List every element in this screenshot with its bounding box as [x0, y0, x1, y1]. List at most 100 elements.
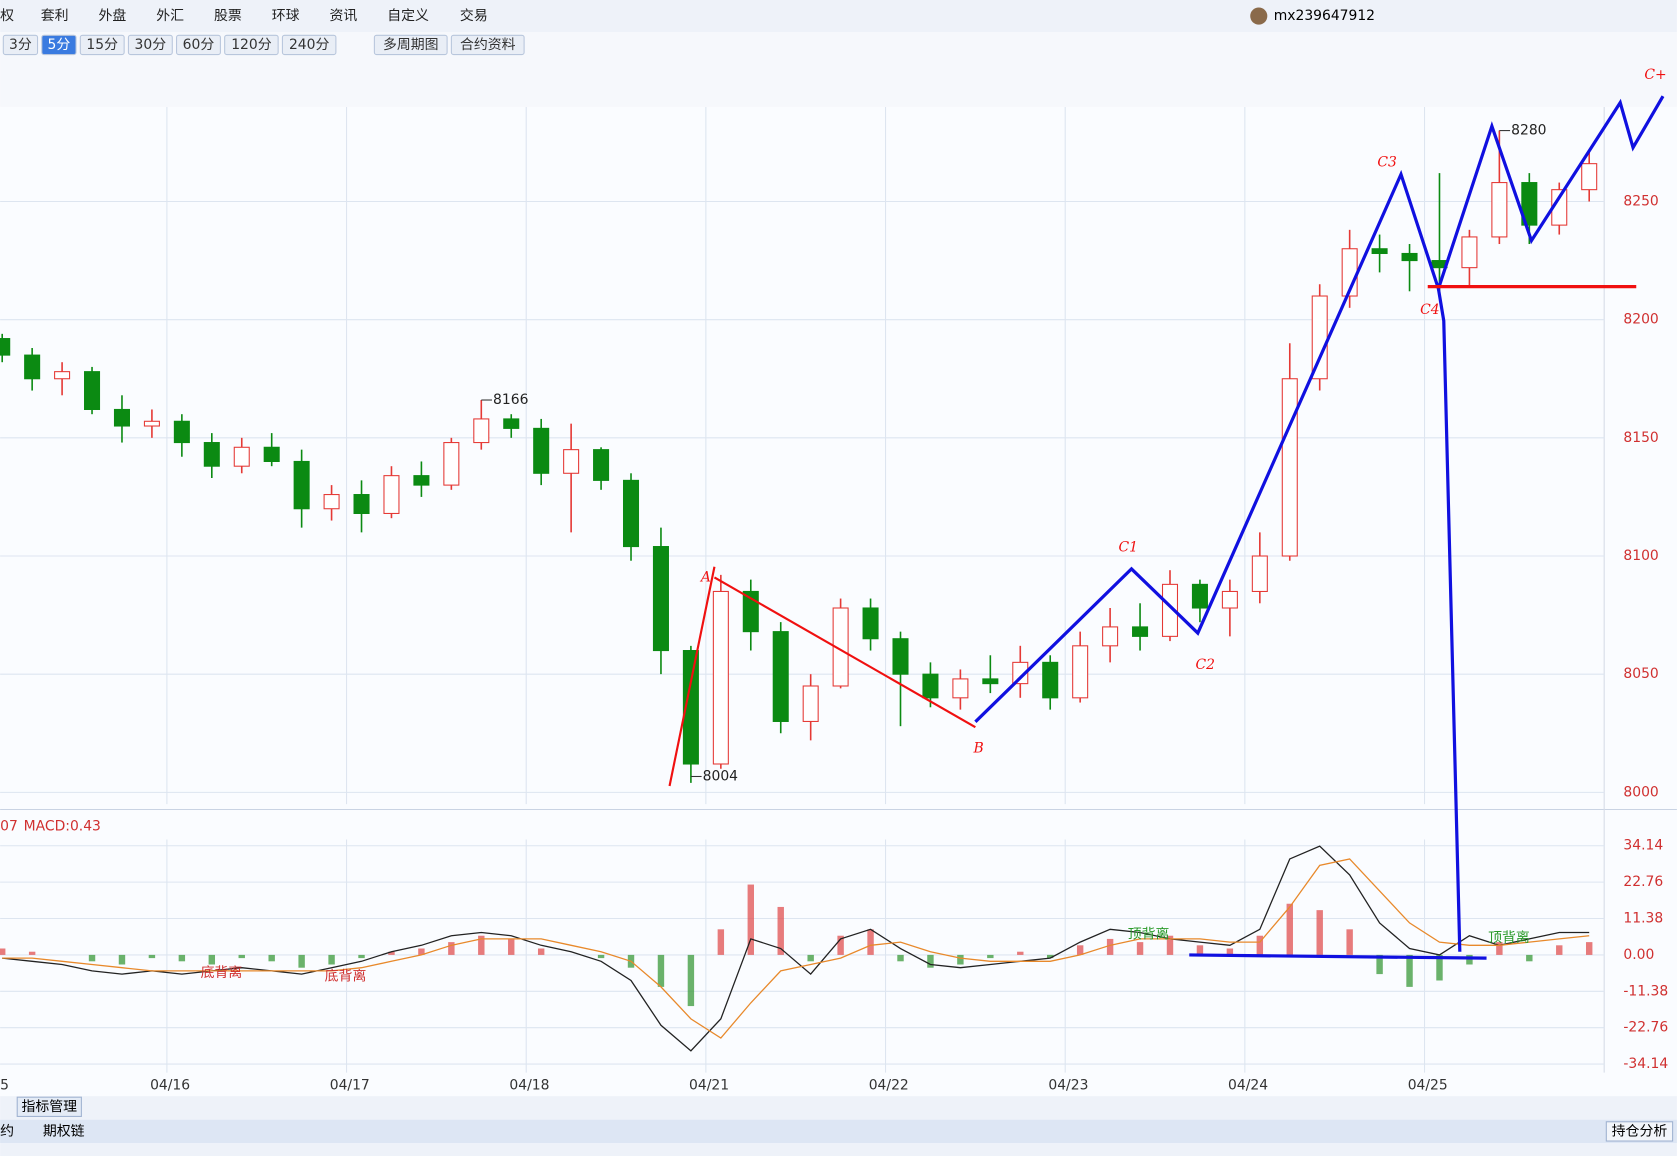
toolbar-button[interactable]	[373, 34, 448, 56]
period-label[interactable]: 240分	[289, 37, 330, 53]
avatar[interactable]	[1250, 7, 1268, 25]
candle-body	[1072, 645, 1089, 699]
menu-item[interactable]: 外汇	[156, 8, 184, 24]
candle-body	[1281, 378, 1298, 557]
histogram-bar	[927, 954, 934, 968]
bottom-tab[interactable]: 期权链	[43, 1123, 85, 1139]
candle-body	[772, 631, 789, 722]
x-tick-label: 04/16	[150, 1077, 190, 1093]
y-tick-label: 8000	[1623, 784, 1658, 800]
histogram-bar	[28, 951, 36, 955]
candle-body	[1581, 163, 1598, 191]
histogram-bar	[867, 929, 874, 955]
user-name[interactable]: mx239647912	[1274, 8, 1375, 24]
candle-body	[323, 494, 340, 510]
y-tick-label: 8250	[1623, 193, 1658, 209]
candle-body	[1401, 252, 1418, 262]
histogram-bar	[1316, 910, 1323, 955]
histogram-bar	[807, 954, 814, 962]
y-tick-label: 8050	[1623, 666, 1658, 682]
candle-body	[682, 650, 699, 765]
candle-body	[473, 418, 490, 444]
y-tick-label: 8200	[1623, 312, 1658, 328]
histogram-bar	[268, 954, 275, 962]
bottom-tab[interactable]: 约	[0, 1123, 14, 1139]
position-button[interactable]	[1605, 1121, 1674, 1142]
histogram-bar	[537, 948, 545, 955]
y-tick-label: 22.76	[1623, 874, 1663, 890]
annotation: C2	[1196, 657, 1216, 673]
chart-area	[0, 106, 1677, 1097]
hand-drawing	[668, 95, 1665, 960]
candle-body	[413, 475, 430, 486]
menu-item[interactable]: 环球	[272, 8, 300, 24]
menu-item[interactable]: 资讯	[329, 8, 357, 24]
x-tick-label: 04/24	[1228, 1077, 1268, 1093]
candle-body	[1132, 626, 1149, 637]
candle-body	[1371, 248, 1388, 255]
histogram-bar	[957, 954, 964, 965]
x-tick-label: 04/21	[689, 1077, 729, 1093]
annotation: B	[972, 741, 983, 757]
period-button[interactable]	[41, 34, 77, 56]
annotation: C3	[1377, 155, 1397, 171]
period-button[interactable]	[224, 34, 279, 56]
menu-item[interactable]: 权	[0, 8, 14, 24]
period-label[interactable]: 15分	[86, 37, 118, 53]
menu-item[interactable]: 自定义	[387, 8, 429, 24]
histogram-bar	[0, 948, 6, 955]
histogram-bar	[1076, 945, 1084, 955]
candle-body	[0, 338, 11, 356]
candle-body	[862, 607, 879, 640]
toolbar-label[interactable]: 合约资料	[460, 37, 516, 53]
menu-item[interactable]: 外盘	[98, 7, 126, 24]
candle-body	[263, 446, 280, 462]
candle-body	[203, 442, 220, 467]
histogram-bar	[1047, 954, 1054, 959]
histogram-bar	[208, 954, 216, 965]
histogram-bar	[298, 954, 305, 968]
candle-body	[503, 418, 520, 429]
toolbar-label[interactable]: 多周期图	[383, 36, 439, 53]
extreme-label: 8166	[493, 392, 528, 408]
period-button[interactable]	[2, 34, 39, 56]
menu-item[interactable]: 交易	[460, 7, 488, 24]
period-label[interactable]: 60分	[183, 37, 215, 53]
histogram-bar	[1526, 954, 1533, 962]
period-label[interactable]: 120分	[231, 37, 272, 53]
histogram-bar	[1466, 954, 1473, 965]
period-label[interactable]: 30分	[135, 37, 167, 53]
histogram-bar	[1106, 938, 1114, 955]
candle-body	[563, 449, 580, 474]
histogram-bar	[1496, 942, 1503, 955]
candle-body	[54, 371, 71, 380]
histogram-bar	[328, 954, 335, 965]
period-label[interactable]: 5分	[48, 37, 71, 53]
period-button[interactable]	[127, 34, 173, 56]
x-tick-label: 04/17	[330, 1077, 370, 1093]
macd-header: 07	[0, 819, 18, 835]
period-button[interactable]	[281, 34, 337, 56]
period-label[interactable]: 3分	[9, 37, 32, 53]
candle-body	[533, 427, 550, 474]
candle-body	[712, 590, 729, 765]
indicator-label[interactable]: 指标管理	[22, 1099, 78, 1115]
period-button[interactable]	[79, 34, 125, 56]
position-label[interactable]: 持仓分析	[1612, 1123, 1668, 1139]
histogram-bar	[987, 954, 994, 959]
histogram-bar	[478, 935, 485, 955]
menu-item[interactable]: 股票	[214, 8, 242, 24]
candle-body	[892, 638, 909, 675]
candle-body	[113, 408, 130, 427]
indicator-button[interactable]	[16, 1096, 82, 1117]
histogram-bar	[657, 954, 665, 987]
toolbar-button[interactable]	[450, 34, 525, 56]
menu-item[interactable]: 套利	[41, 8, 69, 24]
histogram-bar	[1226, 948, 1234, 955]
macd-header: MACD:0.43	[24, 819, 101, 835]
period-button[interactable]	[176, 34, 221, 56]
extreme-label: 8280	[1511, 123, 1546, 139]
annotation: C4	[1420, 302, 1439, 318]
y-tick-label: 8150	[1623, 430, 1658, 446]
